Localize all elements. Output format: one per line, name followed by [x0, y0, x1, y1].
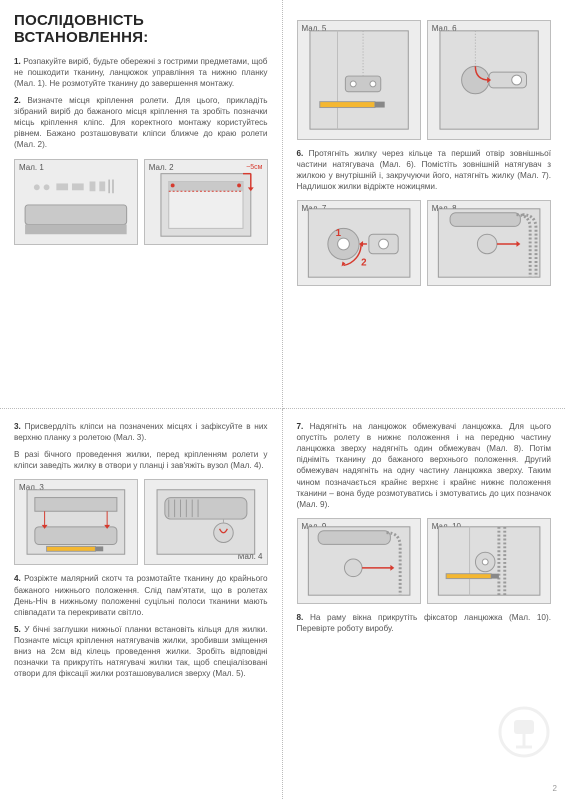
quadrant-bottom-left: 3. Присвердліть кліпси на позначених міс…: [0, 409, 283, 799]
figure-mal-8: Мал. 8: [427, 200, 551, 286]
figure-mal-9: Мал. 9: [297, 518, 421, 604]
drawing-chain-limiter: [428, 201, 550, 285]
figure-row-7-8: Мал. 7 1 2 Мал. 8: [297, 200, 552, 286]
drawing-tensioner-mount: [298, 21, 420, 139]
figure-mal-3: Мал. 3: [14, 479, 138, 565]
step-7: 7. Надягніть на ланцюжок обмежувачі ланц…: [297, 421, 552, 510]
figure-row-1-2: Мал. 1 Мал. 2: [14, 159, 268, 245]
figure-row-3-4: Мал. 3 Мал. 4: [14, 479, 268, 565]
step-6: 6. Протягніть жилку через кільце та перш…: [297, 148, 552, 192]
drawing-thread-knot: [145, 480, 267, 564]
figure-mal-10: Мал. 10: [427, 518, 551, 604]
step-5: 5. У бічні заглушки нижньої планки встан…: [14, 624, 268, 679]
drawing-twist-tensioner: 1 2: [298, 201, 420, 285]
step-1: 1. Розпакуйте виріб, будьте обережні з г…: [14, 56, 268, 89]
svg-text:2: 2: [361, 258, 367, 269]
drawing-parts-kit: [15, 160, 137, 244]
page-grid: ПОСЛІДОВНІСТЬ ВСТАНОВЛЕННЯ: 1. Розпакуйт…: [0, 0, 565, 799]
drawing-window-measure: [145, 160, 267, 244]
drawing-thread-tensioner: [428, 21, 550, 139]
quadrant-top-right: Мал. 5 Мал. 6: [283, 0, 565, 409]
quadrant-top-left: ПОСЛІДОВНІСТЬ ВСТАНОВЛЕННЯ: 1. Розпакуйт…: [0, 0, 283, 409]
step-4: 4. Розріжте малярний скотч та розмотайте…: [14, 573, 268, 617]
figure-mal-4: Мал. 4: [144, 479, 268, 565]
figure-mal-6: Мал. 6: [427, 20, 551, 140]
figure-row-9-10: Мал. 9 Мал. 10: [297, 518, 552, 604]
svg-text:1: 1: [335, 228, 341, 239]
drawing-clip-mount: [15, 480, 137, 564]
dim-label: ~5см: [246, 164, 262, 171]
drawing-chain-limit-top: [298, 519, 420, 603]
figure-mal-7: Мал. 7 1 2: [297, 200, 421, 286]
figure-mal-5: Мал. 5: [297, 20, 421, 140]
step-8: 8. На раму вікна прикрутіть фіксатор лан…: [297, 612, 552, 634]
figure-row-5-6: Мал. 5 Мал. 6: [297, 20, 552, 140]
figure-mal-1: Мал. 1: [14, 159, 138, 245]
figure-mal-2: Мал. 2 ~5см: [144, 159, 268, 245]
step-3b: В разі бічного проведення жилки, перед к…: [14, 449, 268, 471]
step-2: 2. Визначте місця кріплення ролети. Для …: [14, 95, 268, 150]
page-number: 2: [553, 784, 557, 793]
drawing-chain-fixator: [428, 519, 550, 603]
page-title: ПОСЛІДОВНІСТЬ ВСТАНОВЛЕННЯ:: [14, 12, 268, 46]
watermark-logo: [497, 705, 551, 759]
step-3: 3. Присвердліть кліпси на позначених міс…: [14, 421, 268, 443]
quadrant-bottom-right: 7. Надягніть на ланцюжок обмежувачі ланц…: [283, 409, 565, 799]
